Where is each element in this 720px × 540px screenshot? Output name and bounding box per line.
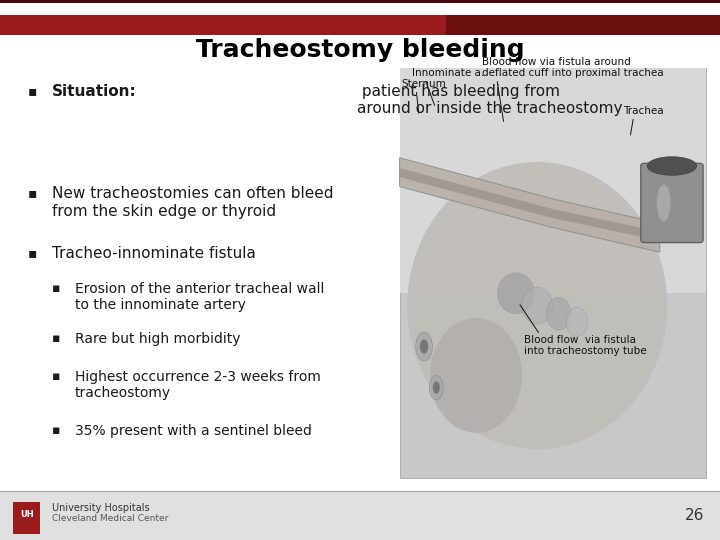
Ellipse shape [415,332,433,361]
Ellipse shape [431,318,522,433]
Ellipse shape [433,381,440,394]
Text: patient has bleeding from
around or inside the tracheostomy: patient has bleeding from around or insi… [357,84,622,116]
Ellipse shape [522,287,553,324]
Text: Tracheo-innominate fistula: Tracheo-innominate fistula [52,246,256,261]
Text: ▪: ▪ [27,84,37,98]
FancyBboxPatch shape [13,502,40,534]
FancyBboxPatch shape [400,68,706,478]
Ellipse shape [498,273,534,314]
Ellipse shape [429,375,444,400]
Text: Tracheostomy bleeding: Tracheostomy bleeding [196,38,524,62]
Ellipse shape [546,298,571,330]
Text: ▪: ▪ [52,282,60,295]
Ellipse shape [567,308,588,336]
Text: ▪: ▪ [52,332,60,345]
FancyBboxPatch shape [641,163,703,242]
Text: Rare but high morbidity: Rare but high morbidity [75,332,240,346]
Text: Cleveland Medical Center: Cleveland Medical Center [52,514,168,523]
Ellipse shape [420,339,428,354]
Ellipse shape [657,185,670,221]
Text: ▪: ▪ [27,186,37,200]
Text: 35% present with a sentinel bleed: 35% present with a sentinel bleed [75,424,312,438]
Text: 26: 26 [685,508,704,523]
FancyBboxPatch shape [400,68,706,293]
Text: Highest occurrence 2-3 weeks from
tracheostomy: Highest occurrence 2-3 weeks from trache… [75,370,320,400]
Text: Blood flow  via fistula
into tracheostomy tube: Blood flow via fistula into tracheostomy… [524,335,647,356]
Ellipse shape [408,162,667,449]
Text: ▪: ▪ [52,424,60,437]
Text: ▪: ▪ [52,370,60,383]
Text: ▪: ▪ [27,246,37,260]
FancyBboxPatch shape [446,15,720,35]
Text: Innominate a.: Innominate a. [412,68,484,78]
Polygon shape [400,158,660,252]
Text: Sternum: Sternum [402,79,446,89]
Ellipse shape [647,157,697,175]
FancyBboxPatch shape [0,491,720,540]
Text: Blood flow via fistula around
deflated cuff into proximal trachea: Blood flow via fistula around deflated c… [482,57,664,78]
FancyBboxPatch shape [0,15,720,35]
Text: Trachea: Trachea [623,106,663,116]
Text: New tracheostomies can often bleed
from the skin edge or thyroid: New tracheostomies can often bleed from … [52,186,333,219]
Text: Erosion of the anterior tracheal wall
to the innominate artery: Erosion of the anterior tracheal wall to… [75,282,324,312]
Polygon shape [400,168,660,241]
Text: UH: UH [20,510,33,519]
Text: Situation:: Situation: [52,84,137,99]
FancyBboxPatch shape [0,0,720,3]
Text: University Hospitals: University Hospitals [52,503,150,514]
